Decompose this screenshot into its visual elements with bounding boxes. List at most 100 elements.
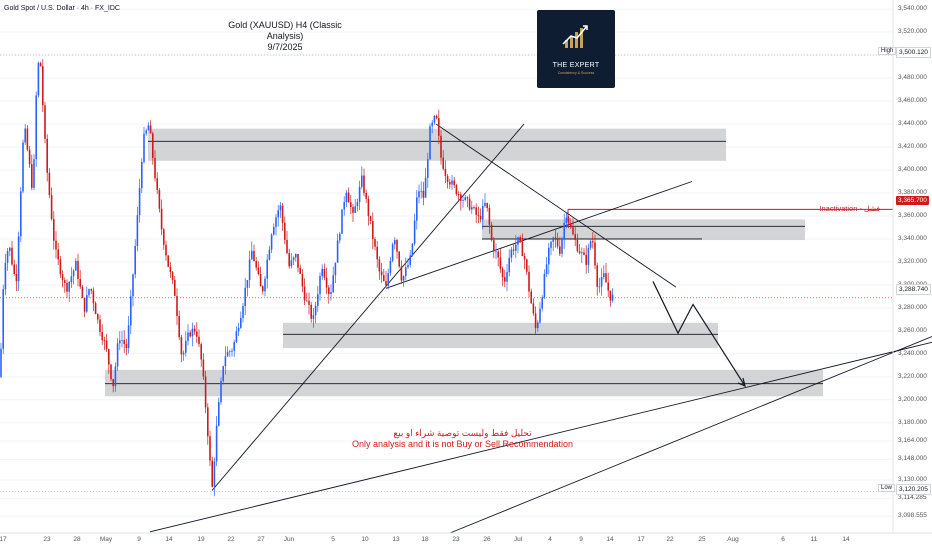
candle-body [521, 241, 524, 257]
candle-body [235, 331, 238, 343]
trendline [149, 341, 932, 533]
candle-body [550, 241, 552, 248]
candle-body [561, 238, 563, 254]
candle-body [598, 286, 601, 288]
trendline [211, 123, 525, 491]
low-price-tag: 3,120.205 [896, 484, 931, 495]
candle-body [477, 214, 480, 216]
candle-body [570, 223, 572, 228]
logo-tagline: Consistency & Success [557, 71, 595, 75]
symbol-label: Gold Spot / U.S. Dollar · 4h · FX_IDC [4, 5, 120, 12]
candle-body [200, 344, 202, 360]
candle-body [50, 195, 53, 220]
candle-body [420, 190, 422, 192]
candle-body [165, 244, 167, 256]
price-candles [0, 59, 614, 497]
candle-body [548, 247, 550, 265]
candle-body [253, 250, 255, 261]
candle-body [510, 249, 513, 258]
candle-body [433, 115, 436, 123]
candle-body [116, 343, 119, 367]
candle-body [578, 251, 581, 254]
candle-body [372, 220, 374, 240]
x-tick-label: 27 [257, 536, 265, 543]
candle-body [490, 224, 493, 241]
candle-body [259, 274, 262, 287]
y-tick-label: 3,320.000 [898, 257, 927, 265]
candle-body [341, 209, 343, 234]
y-tick-label: 3,180.000 [898, 418, 927, 426]
candle-body [303, 286, 306, 301]
candle-body [574, 234, 576, 240]
candle-body [211, 460, 213, 487]
y-tick-label: 3,460.000 [898, 97, 927, 105]
logo-name: THE EXPERT [552, 62, 600, 69]
candle-body [464, 197, 466, 200]
candle-body [158, 189, 161, 209]
candle-body [611, 294, 614, 301]
candle-body [0, 348, 2, 377]
y-tick-label: 3,220.000 [898, 372, 927, 380]
y-tick-label: 3,260.000 [898, 326, 927, 334]
trendline [449, 336, 932, 534]
candle-body [484, 202, 486, 206]
low-tag: Low [878, 484, 896, 492]
candle-body [380, 271, 383, 276]
candle-body [26, 128, 29, 150]
price-zone [283, 322, 718, 349]
candle-body [409, 255, 411, 265]
x-tick-label: 9 [579, 536, 583, 543]
candle-body [466, 197, 469, 199]
brand-logo: THE EXPERT Consistency & Success [537, 10, 615, 88]
candle-body [90, 289, 92, 291]
candle-body [589, 241, 592, 248]
candle-body [389, 260, 392, 274]
candle-body [350, 202, 352, 208]
candle-body [9, 247, 11, 252]
candle-body [314, 305, 317, 316]
x-tick-label: 14 [842, 536, 850, 543]
candle-body [596, 265, 598, 287]
candle-body [499, 257, 502, 269]
candle-body [39, 62, 42, 67]
candle-body [240, 318, 242, 328]
candle-body [130, 296, 132, 326]
candle-body [229, 351, 231, 353]
y-tick-label: 3,280.000 [898, 303, 927, 311]
candle-body [444, 168, 447, 177]
candle-body [134, 246, 136, 275]
y-tick-label: 3,240.000 [898, 349, 927, 357]
y-tick-label: 3,420.000 [898, 143, 927, 151]
candle-body [290, 260, 293, 267]
candle-body [438, 118, 440, 136]
candle-body [457, 194, 460, 195]
candle-body [306, 300, 308, 302]
x-tick-label: Aug [727, 536, 739, 543]
candle-body [180, 337, 183, 355]
inactivation-price-tag: 3,365.700 [896, 196, 929, 205]
candle-body [64, 280, 66, 283]
candle-body [6, 251, 9, 263]
candle-body [319, 276, 321, 295]
candle-body [383, 275, 385, 282]
high-tag: High [878, 47, 897, 55]
candle-body [79, 279, 81, 287]
candle-body [501, 268, 504, 278]
x-tick-label: 17 [0, 536, 7, 543]
candle-body [286, 239, 288, 254]
candle-body [435, 115, 438, 119]
candle-body [422, 190, 425, 198]
candle-body [264, 278, 266, 292]
candle-body [345, 192, 348, 203]
candle-body [202, 359, 205, 377]
candle-body [354, 206, 356, 213]
candle-body [35, 95, 37, 160]
candle-body [103, 340, 106, 342]
candle-body [178, 316, 180, 338]
candle-body [292, 257, 295, 261]
x-tick-label: 22 [227, 536, 235, 543]
candle-body [455, 185, 458, 195]
candle-body [167, 255, 169, 267]
candle-body [81, 286, 84, 298]
